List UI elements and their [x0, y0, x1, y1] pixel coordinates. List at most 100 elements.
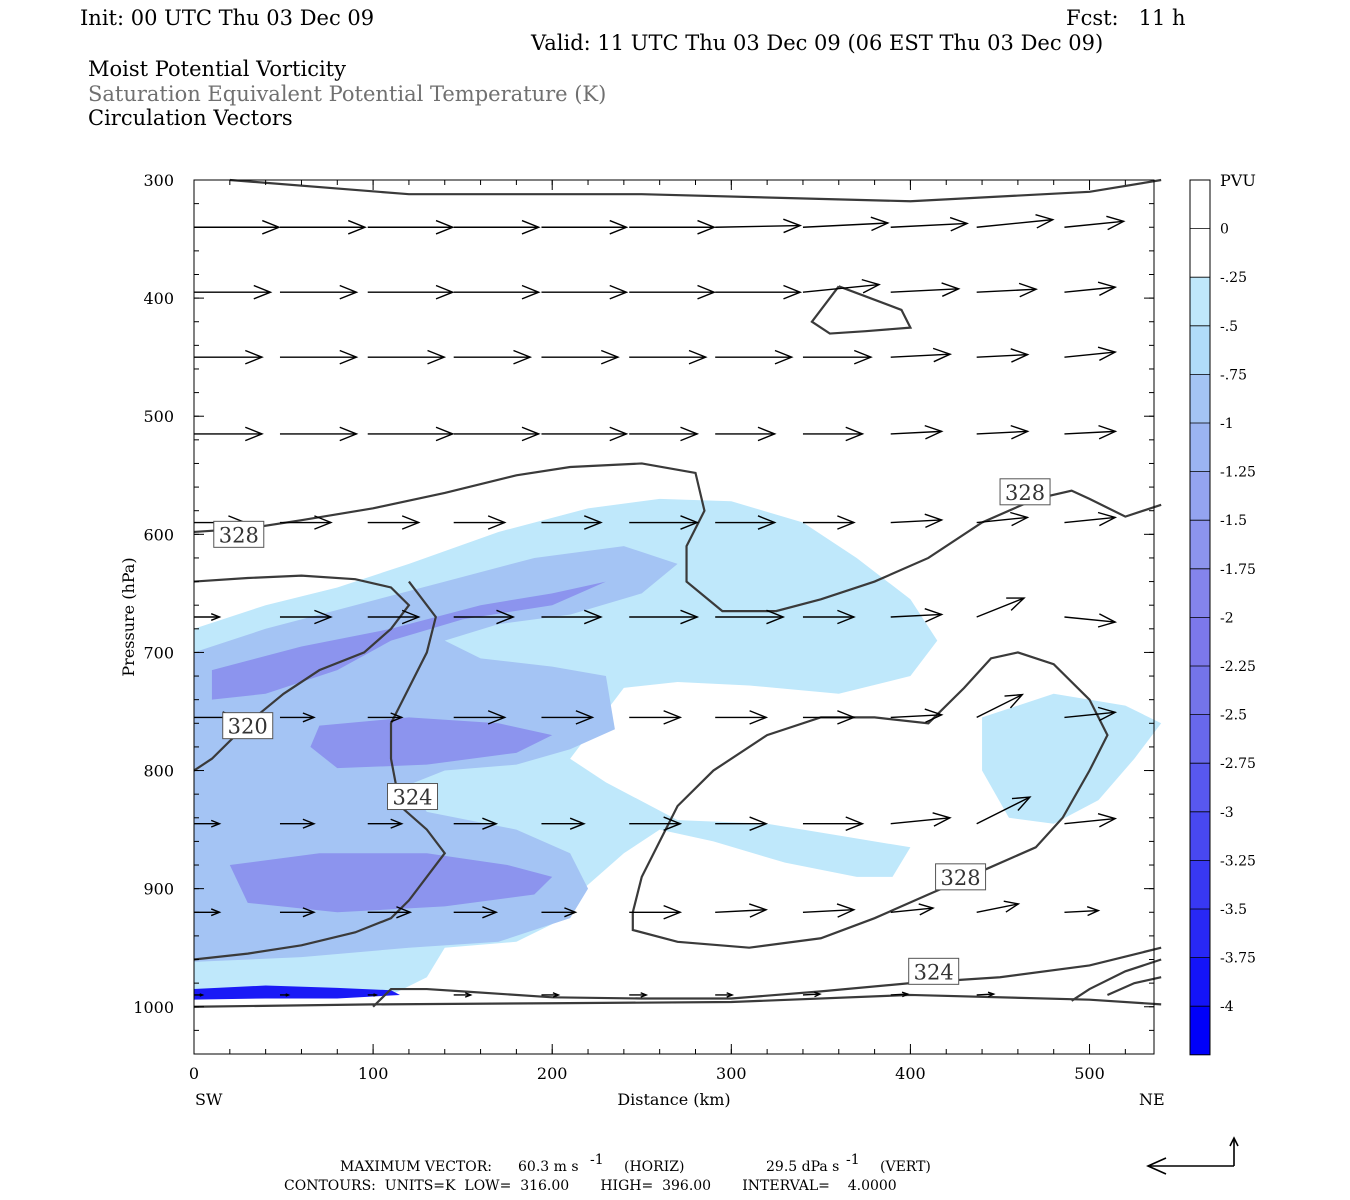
circulation-vector [1064, 511, 1118, 527]
theta-contour-line [631, 651, 1109, 949]
theta-contour-line [372, 946, 1162, 1008]
circulation-vector [367, 349, 447, 365]
x-tick-label: 100 [358, 1064, 389, 1083]
colorbar-swatch [1190, 617, 1210, 666]
circulation-vector [1064, 706, 1118, 722]
colorbar-unit: PVU [1220, 171, 1256, 190]
circulation-vector [802, 349, 873, 365]
colorbar-label: -1 [1220, 416, 1234, 432]
colorbar-label: -2.5 [1220, 708, 1247, 724]
circulation-vector [1064, 424, 1118, 440]
colorbar-label: -3 [1220, 805, 1234, 821]
forecast-hour: Fcst: 11 h [1066, 6, 1186, 30]
colorbar-swatch [1190, 763, 1210, 812]
circulation-vector [1064, 813, 1118, 828]
colorbar-swatch [1190, 957, 1210, 1007]
circulation-vector [367, 906, 413, 919]
circulation-vector [453, 284, 541, 300]
vert-exponent: -1 [846, 1152, 860, 1168]
circulation-vector [1064, 906, 1101, 917]
colorbar-swatch [1190, 374, 1210, 423]
circulation-vector [629, 349, 708, 365]
colorbar-swatch [1190, 714, 1210, 764]
circulation-vector [1064, 346, 1118, 361]
circulation-vector [802, 991, 822, 998]
pv-shading [194, 498, 1162, 1000]
circulation-vector [715, 349, 794, 365]
theta-contour-line [1071, 958, 1162, 1002]
circulation-vector [629, 992, 649, 998]
contour-label-text: 324 [392, 786, 432, 810]
circulation-vector [976, 597, 1026, 618]
contour-label: 328 [213, 520, 265, 548]
circulation-vector [367, 426, 455, 442]
contour-label: 324 [908, 957, 960, 985]
axes: 300 400 500 600 700 800 900 1000 0 100 200 300 400 50… [133, 171, 1154, 1083]
circulation-vector [890, 812, 952, 827]
x-tick-label: 200 [537, 1064, 568, 1083]
circulation-vector [976, 282, 1038, 298]
circulation-vector [802, 609, 856, 625]
horiz-unit: (HORIZ) [624, 1159, 684, 1175]
pv-shade-region [310, 717, 553, 769]
theta-contour-line [193, 580, 447, 961]
circulation-vector [541, 710, 595, 725]
circulation-vector [890, 513, 944, 529]
colorbar-label: -1.75 [1220, 562, 1256, 578]
circulation-vector [453, 906, 499, 919]
circulation-vector [715, 284, 803, 300]
circulation-vector [453, 992, 473, 998]
circulation-vector [279, 426, 359, 442]
colorbar-label: -1.25 [1220, 465, 1256, 481]
circulation-vector [541, 992, 561, 998]
colorbar-swatch [1190, 325, 1210, 375]
circulation-vector [194, 613, 222, 621]
x-tick-label: 400 [895, 1064, 926, 1083]
y-axis-title: Pressure (hPa) [119, 557, 138, 676]
pv-shade-region [194, 985, 400, 1000]
circulation-vector [802, 816, 865, 832]
horiz-value: 60.3 m s [518, 1159, 579, 1175]
circulation-vector [715, 515, 777, 530]
circulation-vector [279, 349, 359, 365]
circulation-vector [453, 515, 507, 530]
colorbar-swatch [1190, 277, 1210, 326]
colorbar-label: -1.5 [1220, 513, 1247, 529]
colorbar-swatch [1190, 180, 1210, 229]
circulation-vector [279, 609, 333, 625]
circulation-vector [976, 900, 1021, 913]
colorbar-label: -.25 [1220, 270, 1247, 286]
circulation-vector [629, 219, 717, 235]
colorbar-label: -.75 [1220, 367, 1247, 383]
colorbar-swatch [1190, 228, 1210, 278]
y-tick-label: 600 [143, 525, 174, 544]
circulation-vector [541, 907, 578, 918]
circulation-vector [976, 213, 1055, 229]
colorbar-label: -3.5 [1220, 902, 1247, 918]
colorbar-swatch [1190, 860, 1210, 909]
contour-label-text: 320 [228, 715, 268, 739]
circulation-vector [629, 515, 700, 530]
circulation-vector [279, 712, 316, 723]
circulation-vector [367, 818, 404, 829]
circulation-vector [194, 993, 205, 997]
horiz-exponent: -1 [590, 1152, 604, 1168]
colorbar-swatch [1190, 423, 1210, 472]
colorbar-label: -3.75 [1220, 951, 1256, 967]
circulation-vector [802, 710, 856, 725]
circulation-vector [715, 903, 769, 918]
circulation-vector [715, 816, 769, 831]
circulation-vector [279, 219, 367, 235]
x-axis-right-label: NE [1139, 1090, 1165, 1109]
max-vector-label: MAXIMUM VECTOR: [340, 1159, 492, 1175]
circulation-vector [279, 284, 359, 300]
colorbar-swatch [1190, 568, 1210, 618]
circulation-vector [1064, 613, 1118, 628]
field-title-3: Circulation Vectors [88, 106, 293, 130]
theta-contour-line [193, 993, 1162, 1008]
circulation-vector [541, 817, 586, 830]
colorbar-label: -4 [1220, 999, 1234, 1015]
circulation-vector [976, 991, 996, 998]
circulation-vector [976, 511, 1030, 527]
